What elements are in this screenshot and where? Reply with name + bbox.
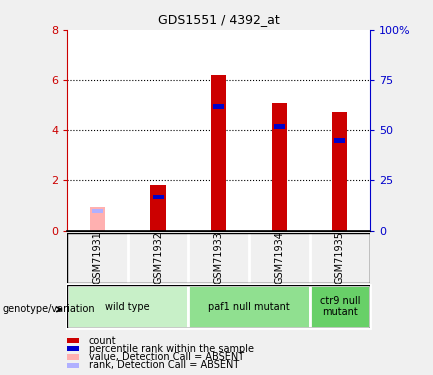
Bar — [188, 285, 310, 328]
Bar — [310, 285, 370, 328]
Bar — [67, 285, 188, 328]
Bar — [333, 111, 347, 231]
Bar — [334, 138, 346, 142]
Text: wild type: wild type — [105, 302, 150, 312]
Bar — [152, 195, 164, 199]
Bar — [211, 75, 226, 231]
Text: GSM71932: GSM71932 — [153, 231, 163, 284]
Text: rank, Detection Call = ABSENT: rank, Detection Call = ABSENT — [89, 360, 239, 370]
Text: GSM71934: GSM71934 — [274, 231, 284, 284]
Text: GSM71935: GSM71935 — [335, 231, 345, 284]
Bar — [90, 207, 105, 231]
Text: GSM71933: GSM71933 — [213, 231, 224, 284]
Text: GSM71931: GSM71931 — [92, 231, 103, 284]
Text: value, Detection Call = ABSENT: value, Detection Call = ABSENT — [89, 352, 244, 362]
Text: count: count — [89, 336, 116, 345]
Text: paf1 null mutant: paf1 null mutant — [208, 302, 290, 312]
Bar — [274, 124, 285, 129]
Bar — [272, 103, 287, 231]
Text: percentile rank within the sample: percentile rank within the sample — [89, 344, 254, 354]
Text: ctr9 null
mutant: ctr9 null mutant — [320, 296, 360, 317]
Text: genotype/variation: genotype/variation — [2, 304, 95, 314]
Bar — [151, 186, 165, 231]
Bar — [92, 209, 103, 213]
Bar — [213, 104, 224, 109]
Title: GDS1551 / 4392_at: GDS1551 / 4392_at — [158, 13, 280, 26]
